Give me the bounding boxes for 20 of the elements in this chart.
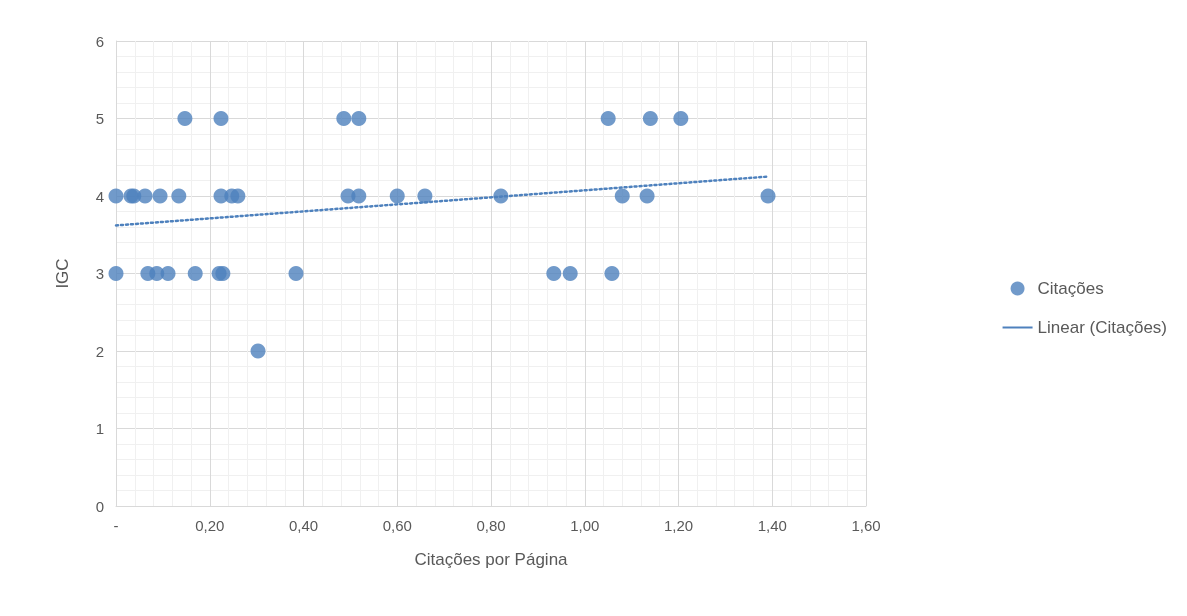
y-tick-label: 4: [95, 187, 104, 205]
x-tick-label: 0,40: [288, 517, 319, 534]
x-tick-label: -: [113, 517, 119, 534]
x-tick-label: 1,60: [851, 517, 881, 534]
y-tick-label: 1: [95, 420, 104, 437]
x-tick-label: 0,80: [476, 517, 506, 534]
x-axis-title: Citações por Página: [414, 550, 569, 569]
x-tick-label: 1,00: [570, 517, 600, 534]
legend-label: Linear (Citações): [1037, 318, 1168, 337]
y-tick-label: 0: [95, 497, 104, 515]
x-tick-label: 1,20: [663, 517, 694, 534]
y-tick-label: 6: [95, 32, 104, 50]
y-tick-label: 3: [95, 265, 104, 282]
x-tick-label: 1,40: [757, 517, 787, 534]
x-tick-label: 0,20: [195, 517, 225, 534]
y-tick-label: 5: [95, 110, 104, 127]
x-tick-label: 0,60: [382, 517, 412, 534]
legend-label: Citações: [1037, 279, 1104, 298]
y-tick-label: 2: [95, 342, 104, 360]
y-axis-title: IGC: [53, 258, 72, 289]
